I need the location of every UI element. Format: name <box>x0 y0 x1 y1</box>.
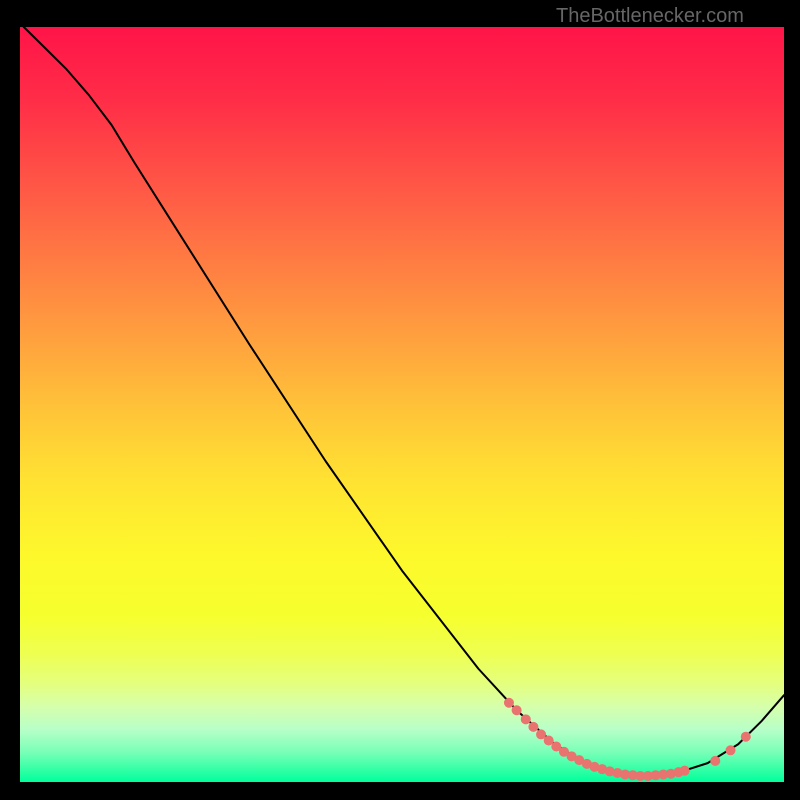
data-point <box>710 756 720 766</box>
data-point <box>504 698 514 708</box>
data-point <box>528 722 538 732</box>
bottleneck-chart <box>20 27 784 782</box>
data-point <box>680 766 690 776</box>
data-point <box>512 705 522 715</box>
chart-background <box>20 27 784 782</box>
watermark-text: TheBottlenecker.com <box>556 5 744 28</box>
chart-container: TheBottlenecker.com <box>0 0 800 800</box>
data-point <box>521 714 531 724</box>
data-point <box>741 732 751 742</box>
data-point <box>726 745 736 755</box>
